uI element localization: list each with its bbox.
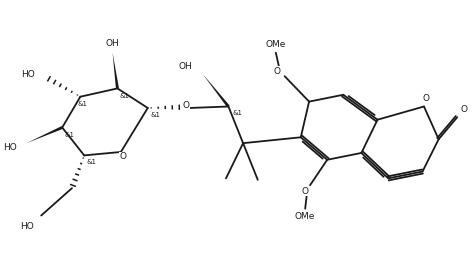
Text: O: O bbox=[182, 101, 189, 110]
Text: HO: HO bbox=[21, 70, 35, 79]
Text: O: O bbox=[120, 152, 127, 161]
Polygon shape bbox=[202, 74, 229, 107]
Text: HO: HO bbox=[3, 143, 17, 152]
Text: &1: &1 bbox=[151, 112, 161, 118]
Text: O: O bbox=[423, 94, 430, 103]
Text: O: O bbox=[274, 67, 281, 76]
Text: OH: OH bbox=[106, 39, 119, 48]
Polygon shape bbox=[27, 126, 63, 143]
Text: &1: &1 bbox=[120, 93, 130, 99]
Text: OMe: OMe bbox=[266, 40, 286, 49]
Text: O: O bbox=[302, 187, 308, 196]
Text: OMe: OMe bbox=[295, 212, 316, 221]
Text: &1: &1 bbox=[64, 132, 74, 138]
Text: &1: &1 bbox=[232, 110, 242, 116]
Text: HO: HO bbox=[20, 222, 34, 231]
Polygon shape bbox=[112, 53, 119, 89]
Text: OH: OH bbox=[179, 62, 193, 71]
Text: &1: &1 bbox=[86, 159, 96, 165]
Text: O: O bbox=[460, 105, 467, 114]
Text: &1: &1 bbox=[78, 101, 88, 107]
